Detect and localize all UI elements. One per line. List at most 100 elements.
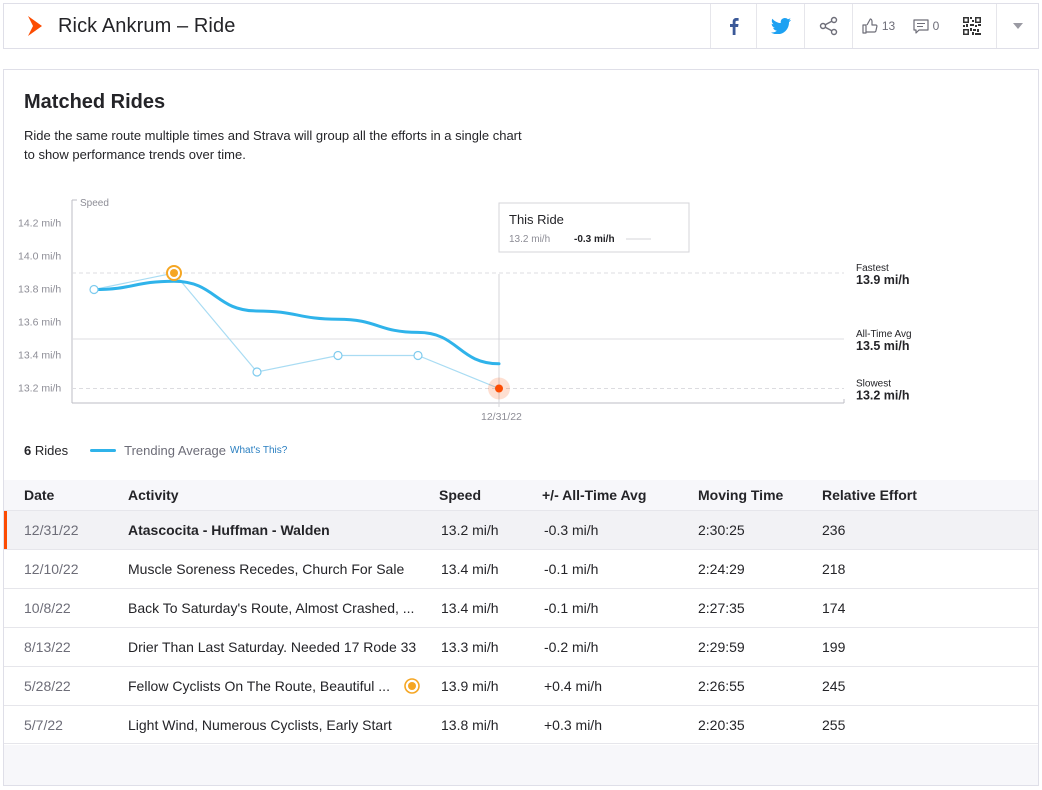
row-moving-time: 2:20:35 [698,716,745,733]
tooltip-speed: 13.2 mi/h [509,234,550,245]
header-activity[interactable]: Activity [128,487,179,503]
row-speed: 13.9 mi/h [441,678,499,694]
ride-point [89,284,99,295]
ride-count: 6 Rides [24,443,68,458]
thumbs-up-icon [862,18,878,34]
trending-average-label: Trending Average [124,443,227,458]
whats-this-link[interactable]: What's This? [230,445,288,456]
matched-rides-chart: Speed 13.2 mi/h 13.4 mi/h 13.6 mi/h 13.8 mi/… [18,198,912,423]
share-icon [819,16,837,36]
row-speed: 13.4 mi/h [441,600,499,616]
row-relative-effort: 218 [822,561,846,577]
row-activity-link[interactable]: Back To Saturday's Route, Almost Crashed… [128,600,415,616]
comments-button[interactable]: 0 [904,4,948,48]
y-tick-label: 14.2 mi/h [18,218,61,230]
ride-count-number: 6 [24,443,32,458]
ride-point [413,350,423,361]
row-speed: 13.2 mi/h [441,522,499,538]
row-speed: 13.4 mi/h [441,561,499,577]
trending-average-line [92,279,501,366]
qr-code-button[interactable] [948,4,996,48]
header-relative-effort[interactable]: Relative Effort [822,487,917,503]
tooltip-title: This Ride [509,212,564,227]
row-diff: -0.3 mi/h [544,522,599,538]
matched-rides-panel: Matched Rides Ride the same route multip… [3,69,1039,786]
header-speed[interactable]: Speed [439,487,482,503]
more-actions-button[interactable] [996,4,1038,48]
row-date: 8/13/22 [24,639,71,655]
panel-footer [4,745,1038,785]
reference-line-label: Fastest [856,263,889,274]
row-moving-time: 2:27:35 [698,600,745,616]
row-relative-effort: 255 [822,716,846,733]
strava-logo-icon[interactable] [24,15,46,37]
best-ride-point [170,269,178,277]
row-speed: 13.8 mi/h [441,716,499,733]
row-diff: +0.4 mi/h [544,678,602,694]
reference-line-value: 13.9 mi/h [856,273,910,287]
table-row[interactable]: 5/28/22 Fellow Cyclists On The Route, Be… [4,666,1038,705]
y-tick-label: 13.4 mi/h [18,350,61,362]
header-date[interactable]: Date [24,487,55,503]
row-activity-link[interactable]: Drier Than Last Saturday. Needed 17 Rode… [128,639,417,655]
reference-line-value: 13.5 mi/h [856,339,910,353]
panel-description: Ride the same route multiple times and S… [24,128,522,162]
y-tick-label: 14.0 mi/h [18,251,61,263]
facebook-icon [729,18,739,35]
qr-code-icon [963,17,981,35]
ride-count-label: Rides [34,443,69,458]
table-row[interactable]: 8/13/22 Drier Than Last Saturday. Needed… [4,627,1038,666]
row-diff: -0.2 mi/h [544,639,599,655]
table-row[interactable]: 12/10/22 Muscle Soreness Recedes, Church… [4,549,1038,588]
row-relative-effort: 174 [822,600,846,616]
reference-line-value: 13.2 mi/h [856,389,910,403]
row-relative-effort: 199 [822,639,846,655]
table-header: Date Activity Speed +/- All-Time Avg Mov… [4,480,1038,510]
kudos-button[interactable]: 13 [852,4,904,48]
table-row[interactable]: 10/8/22 Back To Saturday's Route, Almost… [4,588,1038,627]
row-activity-link[interactable]: Atascocita - Huffman - Walden [128,522,330,538]
activity-title: Rick Ankrum – Ride [58,14,236,37]
header-moving-time[interactable]: Moving Time [698,487,784,503]
row-date: 10/8/22 [24,600,71,616]
row-diff: +0.3 mi/h [544,716,602,733]
best-effort-medal-icon [404,678,420,694]
current-ride-point [495,384,503,393]
row-date: 5/7/22 [24,716,63,733]
tooltip-diff: -0.3 mi/h [574,234,615,245]
panel-title: Matched Rides [24,91,166,113]
comment-icon [913,18,929,34]
row-moving-time: 2:30:25 [698,522,745,538]
row-activity-link[interactable]: Muscle Soreness Recedes, Church For Sale [128,561,405,577]
table-row[interactable]: 12/31/22 Atascocita - Huffman - Walden 1… [4,510,1038,549]
twitter-icon [770,18,791,34]
x-tick-label: 12/31/22 [481,411,522,423]
facebook-share-button[interactable] [710,4,756,48]
row-relative-effort: 245 [822,678,846,694]
row-activity-link[interactable]: Light Wind, Numerous Cyclists, Early Sta… [128,716,392,733]
y-tick-label: 13.2 mi/h [18,383,61,395]
reference-line-label: Slowest [856,379,891,390]
twitter-share-button[interactable] [756,4,804,48]
reference-line-label: All-Time Avg [856,329,912,340]
row-relative-effort: 236 [822,522,846,538]
header-actions: 13 0 [710,4,1038,48]
row-moving-time: 2:29:59 [698,639,745,655]
share-button[interactable] [804,4,852,48]
header-all-time-avg[interactable]: +/- All-Time Avg [542,487,647,503]
y-tick-label: 13.8 mi/h [18,284,61,296]
row-date: 12/31/22 [24,522,79,538]
row-date: 5/28/22 [24,678,71,694]
row-date: 12/10/22 [24,561,79,577]
row-activity-link[interactable]: Fellow Cyclists On The Route, Beautiful … [128,678,390,694]
chart-legend: 6 Rides Trending Average What's This? [24,443,287,458]
row-moving-time: 2:24:29 [698,561,745,577]
ride-speed-line [93,272,500,390]
y-tick-label: 13.6 mi/h [18,317,61,329]
comment-count: 0 [932,19,940,33]
row-moving-time: 2:26:55 [698,678,745,694]
ride-point [252,367,262,377]
table-row[interactable]: 5/7/22 Light Wind, Numerous Cyclists, Ea… [4,705,1038,744]
y-axis-label: Speed [80,198,109,209]
trending-average-swatch [90,449,117,452]
